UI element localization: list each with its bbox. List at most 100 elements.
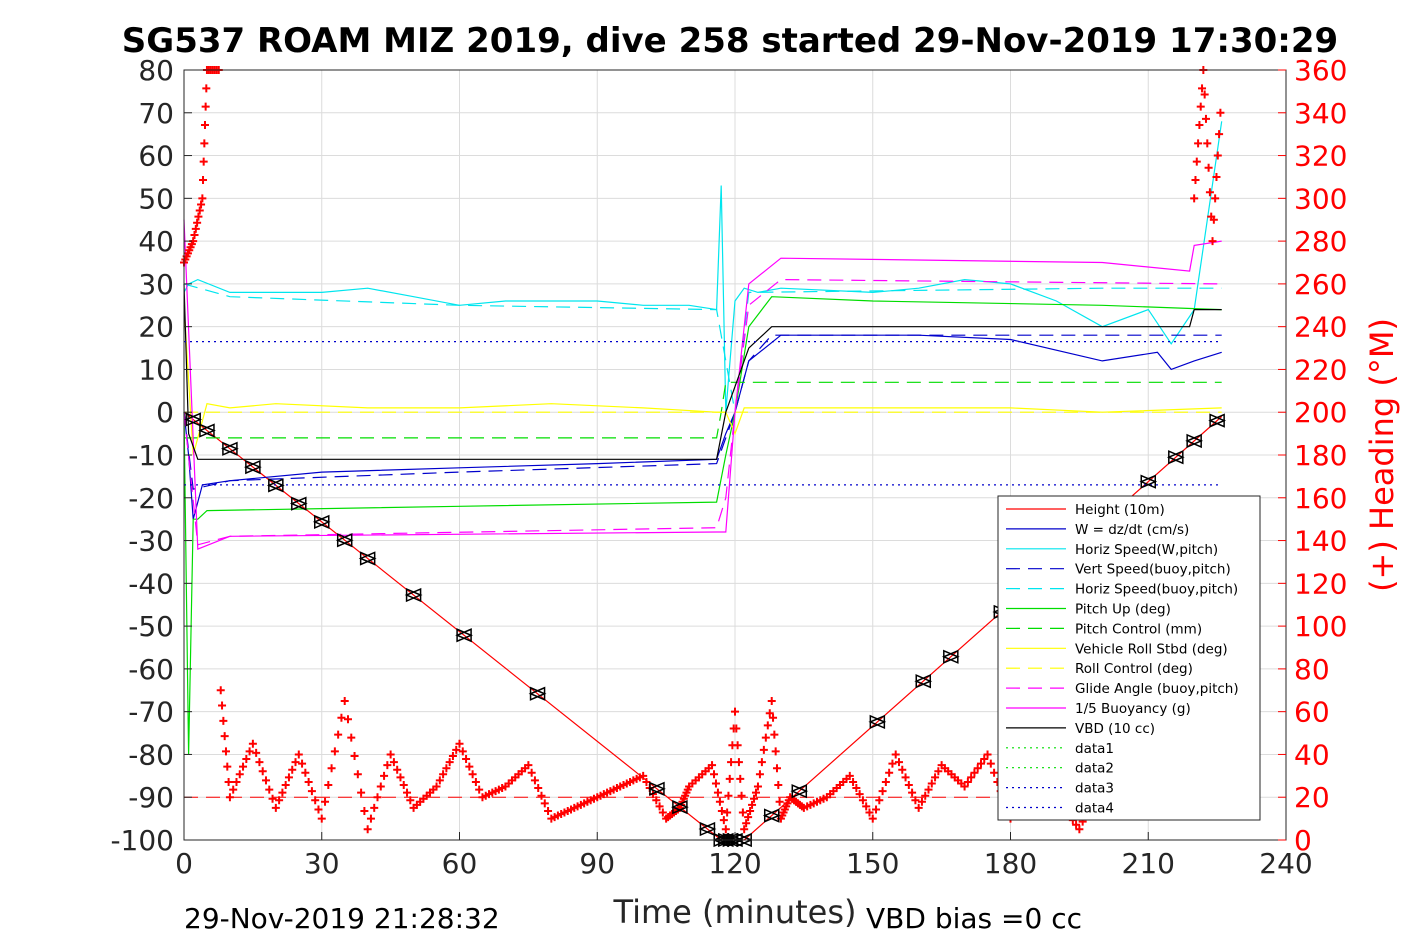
heading-point [314, 805, 323, 814]
heading-point [190, 231, 199, 239]
heading-point [927, 779, 936, 788]
y-tick-label: -50 [128, 610, 174, 643]
heading-point [757, 758, 766, 767]
heading-point [334, 730, 343, 739]
heading-point [748, 800, 757, 809]
legend-label: 1/5 Buoyancy (g) [1075, 701, 1191, 717]
x-tick-label: 90 [579, 847, 615, 880]
y-right-tick-label: 240 [1294, 311, 1347, 344]
heading-point [258, 767, 267, 776]
y-right-tick-label: 120 [1294, 567, 1347, 600]
heading-point [232, 777, 241, 786]
depth-marker [358, 551, 376, 566]
y-right-tick-label: 320 [1294, 140, 1347, 173]
heading-point [245, 747, 254, 756]
heading-point [733, 741, 742, 750]
heading-point [731, 707, 739, 716]
heading-point [439, 770, 448, 779]
heading-point [775, 797, 784, 806]
heading-point [221, 747, 230, 756]
depth-marker [404, 587, 422, 603]
y-tick-label: 30 [138, 268, 174, 301]
heading-point [986, 759, 995, 768]
heading-point [1196, 102, 1205, 111]
depth-marker [335, 533, 353, 548]
depth-marker [198, 423, 215, 438]
y-tick-label: -40 [128, 567, 174, 600]
heading-point [753, 782, 762, 791]
heading-point [291, 758, 300, 767]
footer-vbd-bias: VBD bias =0 cc [866, 902, 1082, 935]
x-tick-label: 180 [984, 847, 1037, 880]
heading-point [353, 770, 362, 779]
heading-point [475, 785, 484, 794]
heading-point [901, 773, 910, 782]
y-right-tick-label: 60 [1294, 696, 1330, 729]
heading-point [252, 748, 261, 757]
heading-point [403, 788, 412, 797]
y-tick-label: 10 [138, 353, 174, 386]
depth-marker [790, 783, 808, 799]
heading-point [770, 730, 779, 739]
heading-point [872, 805, 881, 814]
heading-point [278, 788, 287, 797]
heading-point [1205, 188, 1214, 197]
heading-point [396, 773, 405, 782]
x-tick-label: 210 [1122, 847, 1175, 880]
heading-point [772, 764, 781, 773]
depth-marker [312, 514, 330, 530]
heading-point [855, 790, 864, 799]
heading-point [894, 758, 903, 767]
heading-point [742, 819, 751, 828]
y-tick-label: -20 [128, 482, 174, 515]
heading-point [534, 784, 543, 793]
legend-label: Vehicle Roll Stbd (deg) [1075, 641, 1228, 657]
depth-marker [266, 478, 284, 493]
y-right-tick-label: 160 [1294, 482, 1347, 515]
heading-point [452, 745, 461, 754]
heading-point [849, 777, 858, 786]
heading-point [725, 774, 734, 783]
heading-point [746, 806, 755, 815]
heading-point [1211, 194, 1220, 203]
heading-point [1075, 825, 1084, 834]
heading-point [242, 755, 251, 764]
heading-point [201, 102, 210, 111]
heading-point [976, 759, 985, 768]
depth-marker [221, 441, 238, 456]
heading-point [1203, 139, 1212, 148]
heading-point [980, 755, 989, 764]
heading-point [904, 781, 913, 789]
series-line [183, 305, 1222, 456]
heading-point [719, 816, 728, 825]
y-axis-left: 80 70 60 50 40 30 20 10 0 -10 -20 -30 -40 -50 -60 -70 -8… [110, 54, 192, 857]
heading-point [642, 777, 651, 786]
heading-point [350, 751, 359, 760]
y-right-tick-label: 360 [1294, 54, 1347, 87]
y-right-tick-label: 200 [1294, 396, 1347, 429]
heading-point [721, 825, 730, 834]
legend: Height (10m) W = dz/dt (cm/s) Horiz Speed(… [997, 495, 1261, 821]
series-line [183, 283, 1222, 460]
heading-point [321, 797, 330, 806]
heading-point [317, 814, 326, 823]
depth-marker [184, 412, 201, 427]
heading-point [908, 788, 917, 797]
heading-point [751, 788, 760, 797]
heading-point [343, 715, 352, 724]
heading-point [917, 797, 926, 806]
depth-marker [243, 459, 261, 475]
y-axis-right: 3603403203002802602402202001801601401201… [1278, 54, 1347, 857]
heading-point [337, 713, 346, 722]
y-right-tick-label: 220 [1294, 353, 1347, 386]
legend-label: Vert Speed(buoy,pitch) [1075, 562, 1231, 578]
heading-point [765, 709, 774, 718]
heading-point [759, 745, 768, 754]
heading-point [878, 787, 887, 796]
depth-marker [941, 649, 959, 664]
y-right-tick-label: 340 [1294, 97, 1347, 130]
heading-point [202, 84, 211, 93]
heading-point [224, 777, 233, 786]
heading-point [366, 814, 375, 823]
